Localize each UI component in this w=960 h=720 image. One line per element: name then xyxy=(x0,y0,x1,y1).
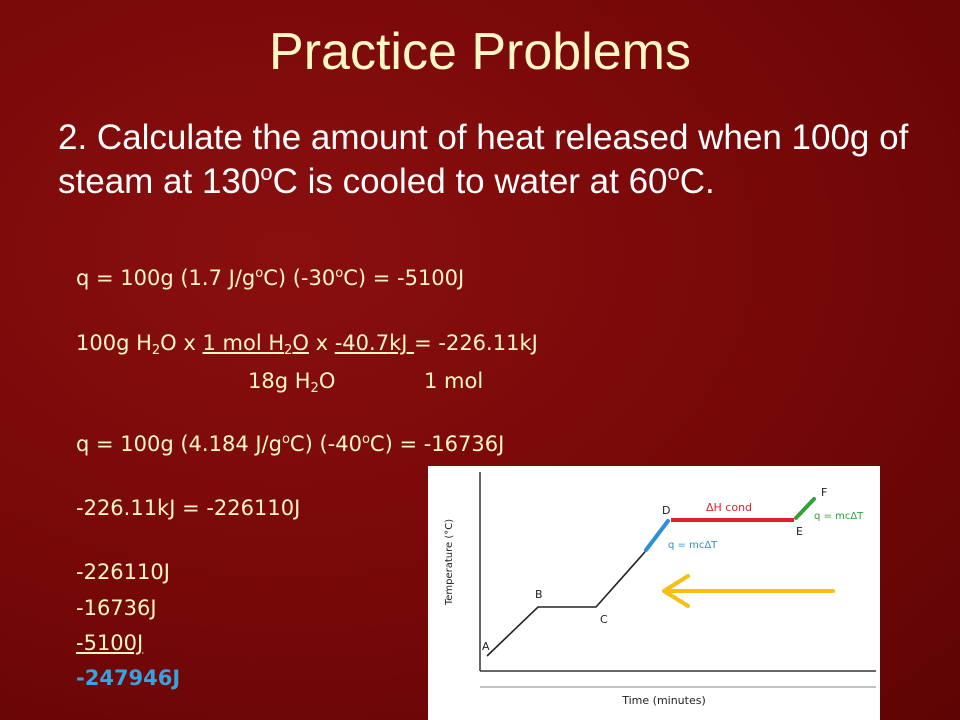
y-axis-label: Temperature (°C) xyxy=(444,519,455,606)
calc-text: 18g H xyxy=(248,369,311,393)
sum-term-1: -226110J xyxy=(76,560,170,584)
calc-text: C) (-30 xyxy=(263,266,336,290)
degree-sup: o xyxy=(667,160,680,185)
point-label-a: A xyxy=(482,640,490,653)
delta-h-annotation: ΔH cond xyxy=(706,501,752,514)
sum-term-3: -5100J xyxy=(76,631,144,655)
sum-total: -247946J xyxy=(76,666,181,690)
subscript: 2 xyxy=(151,343,161,358)
calc-text: O xyxy=(318,369,336,393)
fraction-numerator-kj: -40.7kJ xyxy=(334,331,415,355)
problem-text-3: C. xyxy=(679,162,715,201)
subscript: 2 xyxy=(284,343,293,358)
problem-text-1: 2. Calculate the amount of heat released… xyxy=(58,118,909,201)
calc-line-conversion: -226.11kJ = -226110J xyxy=(76,496,301,520)
calc-text: C) = -5100J xyxy=(343,266,465,290)
cooling-direction-arrow-icon xyxy=(662,574,835,608)
calc-text: q = 100g (1.7 J/g xyxy=(76,266,256,290)
heating-curve-line xyxy=(486,520,669,657)
point-label-d: D xyxy=(662,504,670,517)
point-label-c: C xyxy=(600,613,608,626)
calc-text: O x xyxy=(160,331,203,355)
calc-line-water: q = 100g (4.184 J/goC) (-40oC) = -16736J xyxy=(76,432,504,456)
q-right-annotation: q = mcΔT xyxy=(814,511,864,522)
calc-text: C) = -16736J xyxy=(369,432,505,456)
degree-sup: o xyxy=(255,266,264,281)
x-axis-label: Time (minutes) xyxy=(621,694,706,707)
heating-curve-graph: Temperature (°C) Time (minutes) A B C D … xyxy=(428,466,880,720)
heating-curve-svg: Temperature (°C) Time (minutes) A B C D … xyxy=(444,472,876,707)
fraction-denominator-grams: 18g H2O xyxy=(248,369,336,396)
calc-text: O xyxy=(292,331,309,355)
slide-title: Practice Problems xyxy=(269,23,691,81)
sum-term-2: -16736J xyxy=(76,596,157,620)
calc-line-condensation: 100g H2O x 1 mol H2O x -40.7kJ = -226.11… xyxy=(76,331,538,358)
degree-sup: o xyxy=(281,432,290,447)
degree-sup: o xyxy=(361,432,370,447)
problem-text-2: C is cooled to water at 60 xyxy=(272,162,668,201)
fraction-denominator-mol: 1 mol xyxy=(424,369,484,393)
calc-text: q = 100g (4.184 J/g xyxy=(76,432,282,456)
point-label-b: B xyxy=(535,588,543,601)
degree-sup: o xyxy=(335,266,344,281)
calc-text: C) (-40 xyxy=(289,432,362,456)
steam-cooling-segment xyxy=(794,497,816,520)
subscript: 2 xyxy=(310,381,319,396)
calc-text: x xyxy=(308,331,335,355)
fraction-numerator-mol: 1 mol H2O xyxy=(202,331,309,358)
degree-sup: o xyxy=(260,160,273,185)
calc-text: = -226.11kJ xyxy=(414,331,538,355)
calc-text: 100g H xyxy=(76,331,152,355)
vapor-cooling-segment xyxy=(644,519,670,552)
point-label-f: F xyxy=(821,486,827,499)
calc-line-steam: q = 100g (1.7 J/goC) (-30oC) = -5100J xyxy=(76,266,464,290)
q-left-annotation: q = mcΔT xyxy=(668,540,718,551)
problem-statement: 2. Calculate the amount of heat released… xyxy=(58,116,918,204)
calc-text: 1 mol H xyxy=(202,331,285,355)
point-label-e: E xyxy=(796,525,803,538)
